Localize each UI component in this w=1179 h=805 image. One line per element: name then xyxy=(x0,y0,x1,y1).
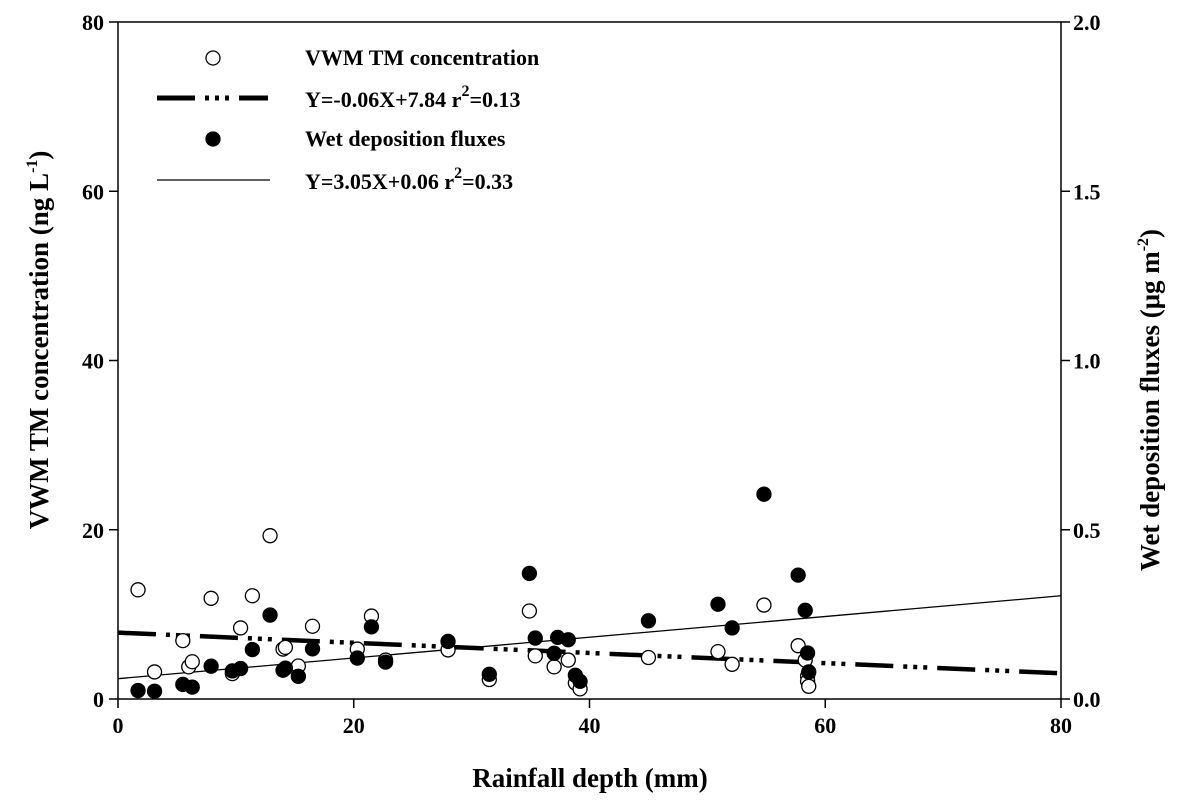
wet-deposition-point xyxy=(799,645,816,661)
solid-regression-line xyxy=(117,595,1062,680)
vwm-concentration-point xyxy=(244,588,261,604)
wet-deposition-point xyxy=(277,660,294,676)
vwm-concentration-point xyxy=(640,649,657,666)
vwm-concentration-point xyxy=(304,618,321,634)
wet-deposition-point xyxy=(130,682,146,699)
y-left-tick-label: 80 xyxy=(82,10,104,35)
y-right-tick-label: 0.5 xyxy=(1073,518,1101,543)
vwm-concentration-point xyxy=(175,632,191,649)
vwm-concentration-point xyxy=(756,597,772,613)
y-right-tick-label: 0.0 xyxy=(1073,687,1101,712)
y-left-tick-label: 0 xyxy=(93,687,104,712)
vwm-concentration-point xyxy=(546,659,562,675)
y-right-tick-label: 2.0 xyxy=(1073,10,1101,35)
y-right-tick-label: 1.0 xyxy=(1073,349,1101,374)
wet-deposition-point xyxy=(184,679,200,695)
wet-deposition-point xyxy=(801,664,817,680)
vwm-concentration-point xyxy=(262,528,278,544)
wet-deposition-point xyxy=(481,666,497,682)
wet-deposition-point xyxy=(349,650,365,666)
y-left-axis-title: VWM TM concentration (ng L-1) xyxy=(24,151,54,530)
legend-filled-circle-marker xyxy=(205,131,221,147)
vwm-concentration-point xyxy=(184,654,200,670)
data-points xyxy=(130,486,817,699)
wet-deposition-point xyxy=(244,641,261,658)
wet-deposition-point xyxy=(710,596,726,612)
legend-label-solid-fit: Y=3.05X+0.06 r2=0.33 xyxy=(305,165,513,194)
legend: VWM TM concentration Y=-0.06X+7.84 r2=0.… xyxy=(157,45,539,194)
vwm-concentration-point xyxy=(527,648,543,664)
wet-deposition-point xyxy=(572,673,588,690)
wet-deposition-point xyxy=(203,658,219,674)
y-left-axis-ticks: 0 20 40 60 80 xyxy=(82,10,118,712)
x-tick-label: 40 xyxy=(579,713,601,738)
wet-deposition-point xyxy=(521,565,538,582)
wet-deposition-point xyxy=(756,486,772,502)
x-tick-label: 80 xyxy=(1050,713,1072,738)
vwm-concentration-point xyxy=(277,639,294,656)
wet-deposition-point xyxy=(797,602,813,618)
vwm-concentration-point xyxy=(146,664,163,680)
vwm-concentration-point xyxy=(801,678,817,694)
legend-label-dashed-fit: Y=-0.06X+7.84 r2=0.13 xyxy=(305,83,521,112)
wet-deposition-point xyxy=(527,630,543,646)
x-tick-label: 0 xyxy=(113,713,124,738)
legend-open-circle-marker xyxy=(205,50,221,66)
wet-deposition-point xyxy=(290,668,306,684)
vwm-concentration-point xyxy=(724,656,740,672)
vwm-concentration-point xyxy=(203,590,219,606)
x-tick-label: 60 xyxy=(814,713,836,738)
wet-deposition-point xyxy=(146,683,163,699)
wet-deposition-point xyxy=(724,620,740,636)
vwm-concentration-point xyxy=(232,620,249,636)
vwm-concentration-point xyxy=(521,603,538,619)
regression-lines xyxy=(117,595,1062,680)
x-axis-title: Rainfall depth (mm) xyxy=(472,763,708,793)
vwm-concentration-point xyxy=(710,643,726,660)
y-left-tick-label: 20 xyxy=(82,518,104,543)
y-left-tick-label: 60 xyxy=(82,179,104,204)
wet-deposition-point xyxy=(363,619,380,635)
wet-deposition-point xyxy=(640,613,657,629)
wet-deposition-point xyxy=(560,632,576,648)
y-right-axis-ticks: 0.0 0.5 1.0 1.5 2.0 xyxy=(1061,10,1101,712)
wet-deposition-point xyxy=(262,607,278,623)
wet-deposition-point xyxy=(232,660,249,677)
wet-deposition-point xyxy=(304,641,321,657)
y-right-axis-title: Wet deposition fluxes (μg m-2) xyxy=(1135,229,1165,571)
legend-label-wet-deposition: Wet deposition fluxes xyxy=(305,126,506,151)
legend-label-vwm-concentration: VWM TM concentration xyxy=(305,45,539,70)
vwm-concentration-point xyxy=(560,652,576,668)
wet-deposition-point xyxy=(440,633,456,650)
wet-deposition-point xyxy=(546,645,562,661)
y-right-tick-label: 1.5 xyxy=(1073,179,1101,204)
wet-deposition-point xyxy=(790,567,806,583)
x-axis-ticks: 0 20 40 60 80 xyxy=(113,699,1072,738)
x-tick-label: 20 xyxy=(343,713,365,738)
y-left-tick-label: 40 xyxy=(82,349,104,374)
vwm-concentration-point xyxy=(130,582,146,598)
wet-deposition-point xyxy=(377,654,394,670)
dashed-regression-line xyxy=(117,630,1062,676)
